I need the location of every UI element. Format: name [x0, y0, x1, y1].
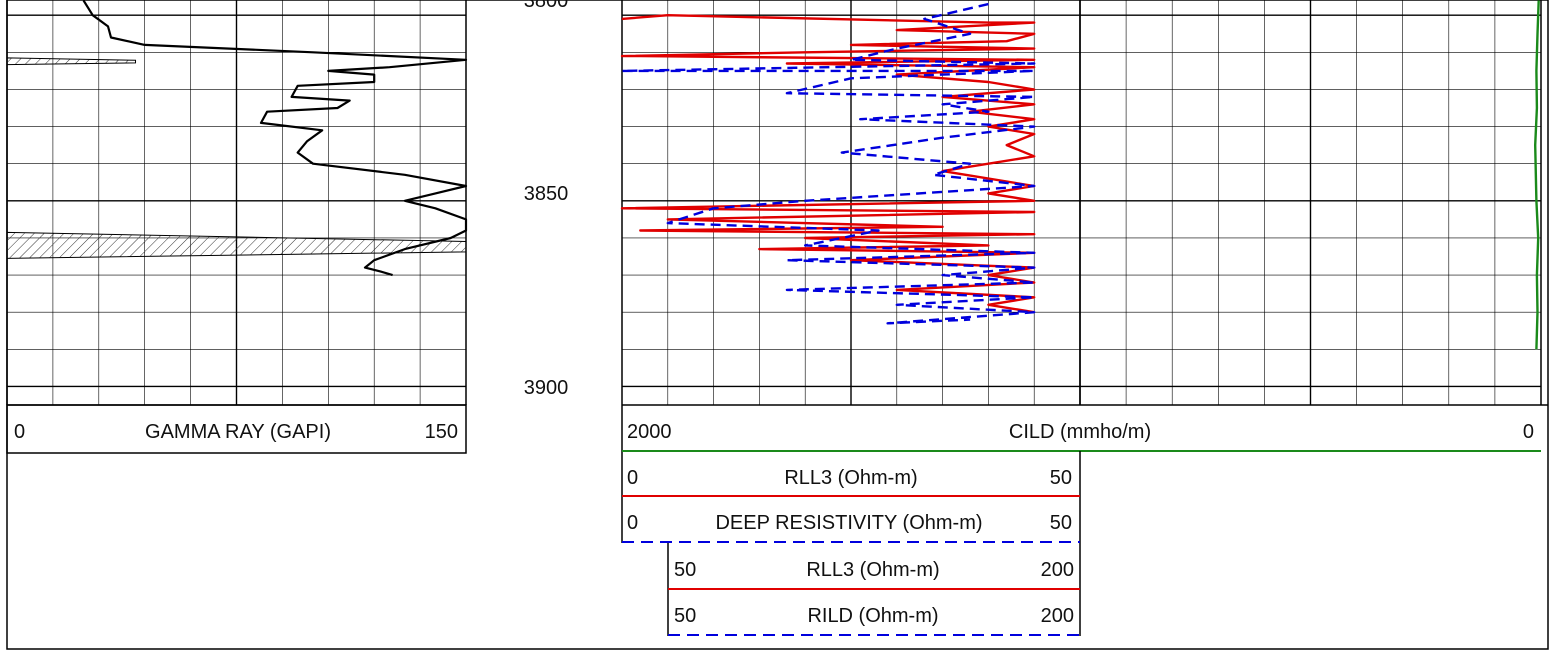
sand-shade-1	[6, 231, 467, 259]
cild-name: CILD (mmho/m)	[1009, 421, 1151, 443]
rll3-name: RLL3 (Ohm-m)	[784, 467, 917, 489]
gr-min: 0	[14, 421, 25, 443]
log-curves	[82, 0, 1540, 350]
gamma-ray-header: 0 GAMMA RAY (GAPI) 150	[6, 404, 467, 454]
cild-grid	[1079, 0, 1542, 405]
deep-res-header: 0 DEEP RESISTIVITY (Ohm-m) 50	[622, 512, 1080, 543]
depth-label-3850: 3850	[524, 183, 569, 205]
rll3-min: 0	[627, 467, 638, 489]
rild-name: RILD (Ohm-m)	[807, 605, 938, 627]
gr-name: GAMMA RAY (GAPI)	[145, 421, 331, 443]
rll3-header: 0 RLL3 (Ohm-m) 50	[622, 451, 1081, 543]
rild-max: 200	[1041, 605, 1074, 627]
rild-min: 50	[674, 605, 696, 627]
cild-max: 0	[1523, 421, 1534, 443]
gamma-ray-track-curve-0	[82, 0, 468, 277]
cild-track-curve-0	[1533, 0, 1540, 350]
sand-shading	[6, 57, 467, 259]
cild-min: 2000	[627, 421, 672, 443]
outer-frame	[6, 0, 1549, 650]
rll3-backup-min: 50	[674, 559, 696, 581]
rll3-max: 50	[1050, 467, 1072, 489]
rild-backup-header: 50 RILD (Ohm-m) 200	[668, 605, 1080, 636]
deep-res-name: DEEP RESISTIVITY (Ohm-m)	[715, 512, 982, 534]
depth-label-3900: 3900	[524, 377, 569, 399]
rll3-backup-name: RLL3 (Ohm-m)	[806, 559, 939, 581]
gr-max: 150	[425, 421, 458, 443]
sand-shade-0	[6, 57, 137, 66]
deep-res-max: 50	[1050, 512, 1072, 534]
rll3-backup-max: 200	[1041, 559, 1074, 581]
depth-label-3800: 3800	[524, 0, 569, 12]
rll3-backup-header: 50 RLL3 (Ohm-m) 200	[667, 543, 1081, 636]
resistivity-track-curve-1	[620, 2, 1036, 325]
deep-res-min: 0	[627, 512, 638, 534]
cild-header: 2000 CILD (mmho/m) 0	[621, 405, 1541, 543]
